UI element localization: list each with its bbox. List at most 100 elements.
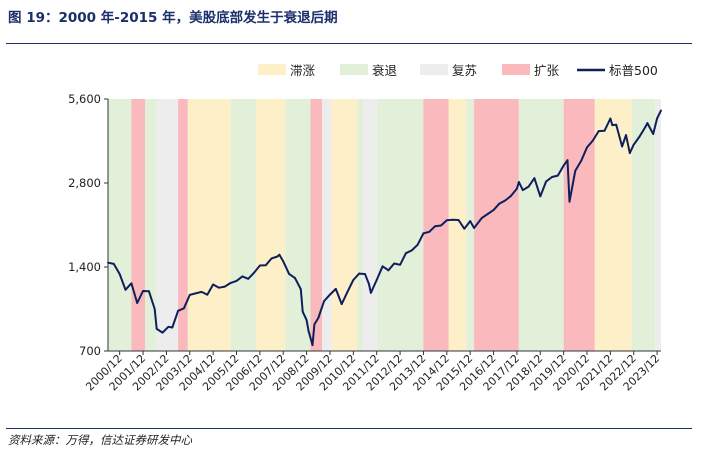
- data-point: [562, 164, 565, 167]
- data-point: [235, 280, 238, 282]
- phase-band-0: [108, 99, 132, 351]
- data-point: [147, 290, 150, 293]
- data-point: [660, 109, 662, 112]
- legend-swatch: [258, 64, 286, 75]
- phase-band-14: [376, 99, 424, 351]
- data-point: [451, 218, 454, 221]
- data-point: [615, 123, 618, 126]
- data-point: [194, 292, 197, 295]
- phase-bands: [108, 99, 661, 351]
- data-point: [486, 213, 489, 215]
- data-point: [539, 195, 542, 198]
- data-point: [167, 325, 170, 328]
- phase-band-11: [331, 99, 358, 351]
- data-point: [161, 331, 164, 334]
- data-point: [206, 293, 209, 296]
- data-point: [288, 273, 290, 275]
- data-point: [580, 159, 583, 162]
- phase-band-13: [363, 99, 377, 351]
- data-point: [521, 189, 524, 191]
- data-point: [516, 187, 518, 190]
- phase-band-1: [131, 99, 145, 351]
- phase-band-4: [178, 99, 188, 351]
- phase-band-19: [518, 99, 564, 351]
- data-point: [313, 323, 316, 326]
- data-point: [311, 344, 314, 346]
- data-point: [621, 145, 623, 148]
- data-point: [368, 282, 370, 285]
- data-point: [632, 143, 635, 146]
- data-point: [568, 200, 571, 203]
- phase-band-15: [423, 99, 449, 351]
- data-point: [416, 243, 419, 246]
- data-point: [445, 219, 448, 222]
- data-point: [241, 275, 244, 278]
- data-point: [440, 224, 442, 227]
- data-point: [422, 232, 425, 235]
- data-point: [124, 288, 127, 291]
- data-point: [346, 290, 349, 293]
- chart-legend: 滞涨 衰退 复苏 扩张 标普500: [258, 63, 658, 78]
- data-point: [171, 326, 174, 329]
- data-point: [299, 288, 302, 291]
- data-point: [480, 217, 483, 219]
- legend-label: 扩张: [534, 63, 560, 78]
- data-point: [229, 281, 232, 284]
- data-point: [434, 225, 437, 228]
- data-point: [218, 286, 220, 289]
- y-tick-label: 1,400: [68, 260, 101, 274]
- data-point: [200, 290, 203, 293]
- data-point: [358, 272, 361, 275]
- data-point: [364, 273, 366, 275]
- data-point: [247, 277, 250, 280]
- data-point: [556, 174, 559, 177]
- data-point: [551, 176, 553, 178]
- data-point: [405, 252, 407, 255]
- phase-band-17: [466, 99, 475, 351]
- data-point: [492, 209, 495, 211]
- data-point: [294, 276, 296, 279]
- phase-band-18: [474, 99, 519, 351]
- data-point: [591, 139, 594, 142]
- data-point: [369, 291, 372, 294]
- legend-swatch: [340, 64, 368, 75]
- phase-band-5: [187, 99, 231, 351]
- phase-band-6: [230, 99, 256, 351]
- data-point: [264, 264, 267, 267]
- phase-band-2: [144, 99, 157, 351]
- data-point: [153, 308, 156, 310]
- data-point: [329, 293, 331, 296]
- data-point: [270, 257, 273, 260]
- source-note: 资料来源：万得，信达证券研发中心: [8, 433, 192, 447]
- data-point: [136, 302, 139, 304]
- legend-label: 标普500: [609, 63, 658, 78]
- phase-band-12: [357, 99, 364, 351]
- data-point: [410, 249, 413, 252]
- data-point: [130, 282, 133, 285]
- y-tick-label: 700: [79, 344, 101, 358]
- phase-band-8: [285, 99, 311, 351]
- data-point: [352, 279, 355, 281]
- data-point: [656, 117, 659, 120]
- data-point: [510, 194, 512, 197]
- data-point: [574, 169, 577, 172]
- data-point: [628, 152, 631, 154]
- data-point: [597, 130, 600, 132]
- figure-title: 图 19：2000 年-2015 年，美股底部发生于衰退后期: [8, 10, 338, 26]
- data-point: [644, 125, 647, 128]
- legend-swatch: [420, 64, 448, 75]
- data-point: [107, 261, 109, 264]
- data-point: [566, 159, 569, 162]
- data-point: [646, 122, 649, 125]
- phase-band-22: [631, 99, 656, 351]
- data-point: [212, 283, 215, 286]
- data-point: [457, 219, 460, 221]
- data-point: [469, 220, 472, 223]
- legend-label: 复苏: [452, 63, 477, 78]
- data-point: [323, 300, 326, 302]
- data-point: [609, 117, 612, 120]
- data-point: [603, 129, 606, 132]
- data-point: [428, 230, 431, 233]
- data-point: [276, 255, 279, 258]
- data-point: [305, 319, 308, 322]
